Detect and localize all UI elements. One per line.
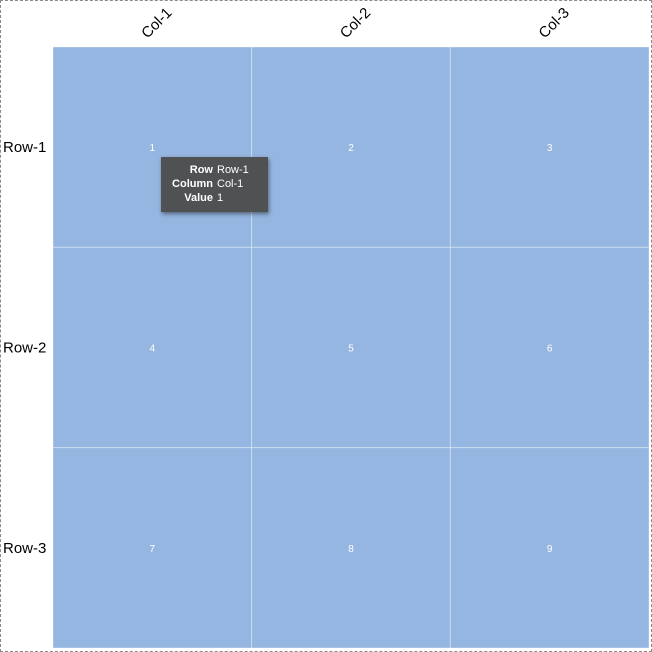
heatmap-cell-row-2-col-1[interactable] (52, 246, 253, 449)
column-label-col-2: Col-2 (337, 4, 374, 41)
tooltip-value-line: Value 1 (161, 191, 268, 205)
heatmap-cell-row-3-col-3[interactable] (449, 447, 650, 649)
cell-value-label: 5 (348, 344, 354, 355)
tooltip-row-value: Row-1 (217, 164, 249, 176)
row-label-row-2: Row-2 (3, 340, 46, 357)
tooltip-row-line: Row Row-1 (161, 163, 268, 177)
cell-value-label: 8 (348, 544, 354, 555)
cell-tooltip: Row Row-1 Column Col-1 Value 1 (161, 157, 268, 212)
heatmap-cells (52, 46, 650, 649)
heatmap-cell-row-3-col-1[interactable] (52, 447, 253, 649)
tooltip-value-key: Value (184, 192, 213, 204)
row-label-row-3: Row-3 (3, 540, 46, 557)
cell-value-label: 6 (547, 344, 553, 355)
heatmap-cell-row-2-col-3[interactable] (449, 246, 650, 449)
tooltip-column-key: Column (172, 178, 213, 190)
heatmap-cell-row-3-col-2[interactable] (251, 447, 451, 649)
tooltip-column-value: Col-1 (217, 178, 244, 190)
tooltip-value-value: 1 (217, 192, 224, 204)
heatmap-cell-row-1-col-2[interactable] (251, 46, 451, 248)
column-label-col-1: Col-1 (138, 4, 175, 41)
row-axis-labels: Row-1 Row-2 Row-3 (3, 139, 46, 557)
heatmap-cell-labels: 1 2 3 4 5 6 7 8 9 (150, 143, 553, 555)
column-axis-labels: Col-1 Col-2 Col-3 (138, 4, 573, 41)
column-label-col-3: Col-3 (535, 4, 572, 41)
tooltip-row-key: Row (189, 164, 213, 176)
tooltip-column-line: Column Col-1 (161, 177, 268, 191)
cell-value-label: 7 (150, 544, 156, 555)
cell-value-label: 3 (547, 143, 553, 154)
cell-value-label: 9 (547, 544, 553, 555)
cell-value-label: 4 (150, 344, 156, 355)
row-label-row-1: Row-1 (3, 139, 46, 156)
heatmap-cell-row-1-col-3[interactable] (449, 46, 650, 248)
cell-value-label: 1 (150, 143, 156, 154)
heatmap-cell-row-1-col-1[interactable] (52, 46, 253, 248)
cell-value-label: 2 (348, 143, 354, 154)
